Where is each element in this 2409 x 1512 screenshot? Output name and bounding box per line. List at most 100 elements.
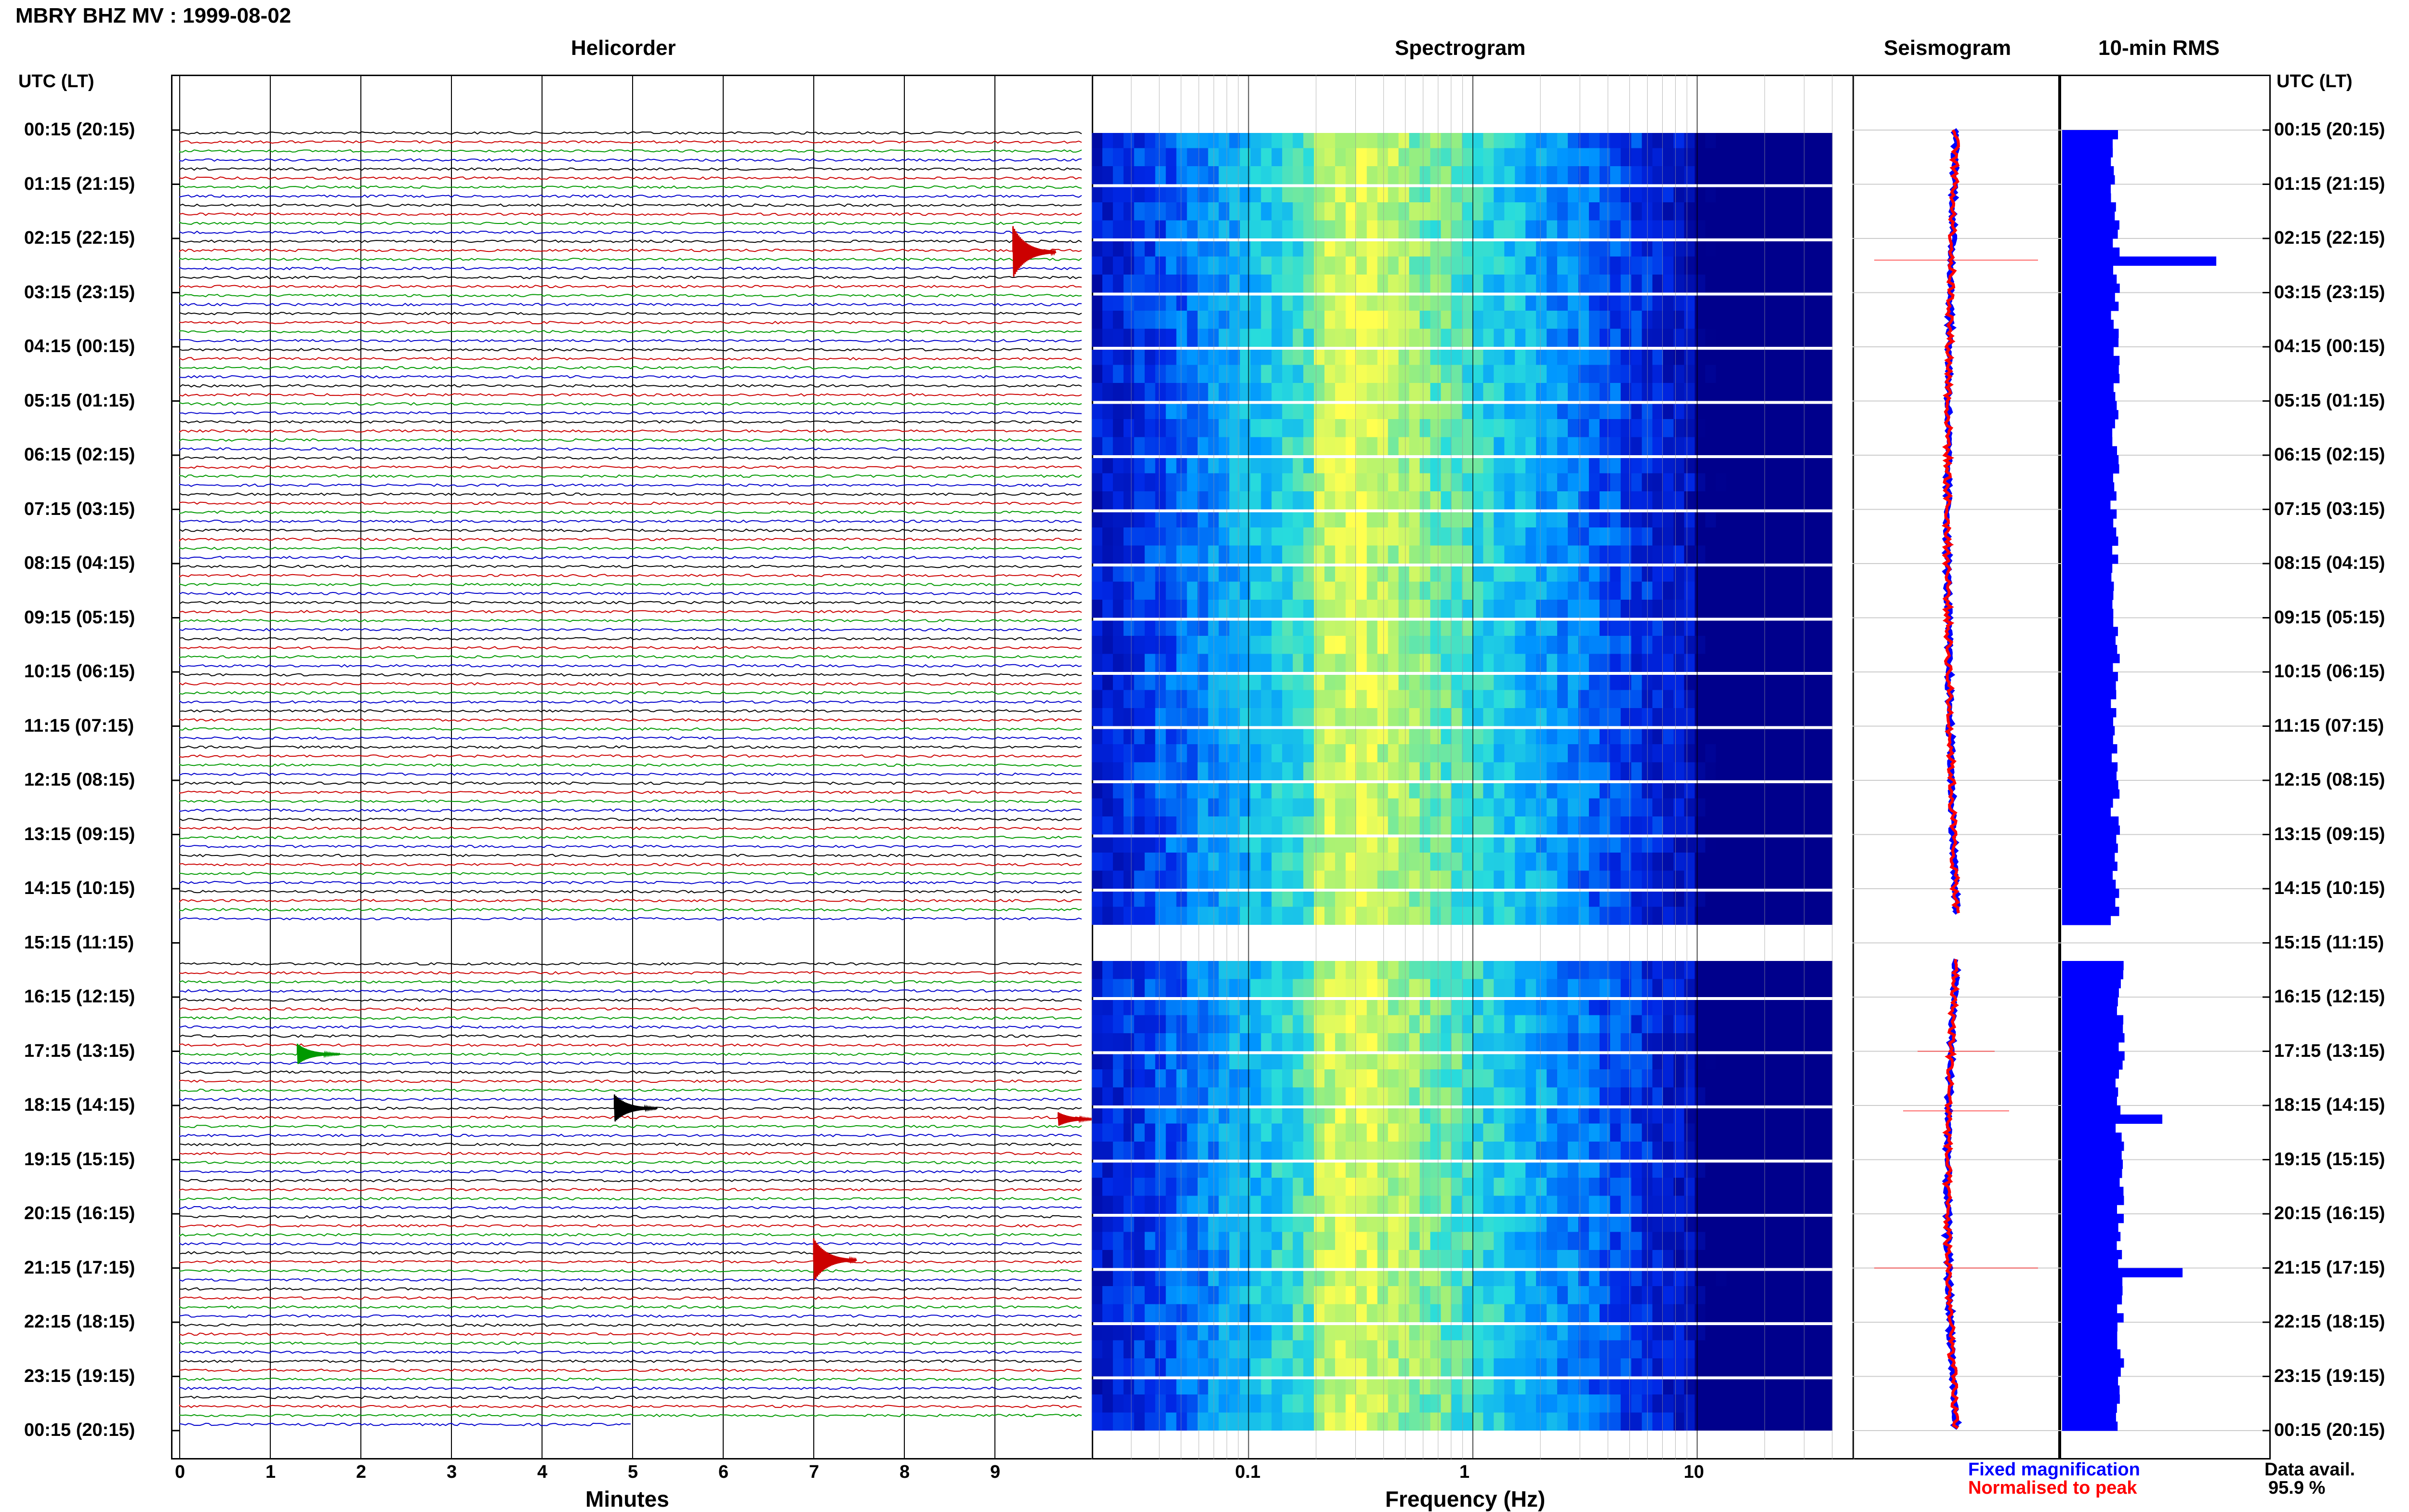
spectrogram-cell <box>1229 1162 1240 1178</box>
spectrogram-cell <box>1483 837 1494 853</box>
spectrogram-cell <box>1821 458 1833 473</box>
helicorder-trace <box>179 781 1082 785</box>
spectrogram-cell <box>1261 329 1272 347</box>
spectrogram-cell <box>1610 892 1621 907</box>
spectrogram-cell <box>1610 437 1621 455</box>
spectrogram-cell <box>1102 762 1113 780</box>
spectrogram-cell <box>1218 1069 1230 1088</box>
spectrogram-cell <box>1144 816 1156 835</box>
spectrogram-cell <box>1811 1142 1822 1160</box>
spectrogram-cell <box>1134 404 1145 419</box>
spectrogram-cell <box>1811 187 1822 202</box>
helicorder-trace <box>179 745 1082 749</box>
spectrogram-cell <box>1620 762 1632 780</box>
spectrogram-cell <box>1779 729 1790 744</box>
spectrogram-cell <box>1631 1087 1642 1105</box>
spectrogram-cell <box>1462 1304 1473 1322</box>
spectrogram-cell <box>1250 512 1261 527</box>
spectrogram-cell <box>1250 690 1261 708</box>
spectrogram-cell <box>1356 654 1367 672</box>
spectrogram-cell <box>1451 853 1463 871</box>
spectrogram-cell <box>1588 527 1600 546</box>
spectrogram-cell <box>1599 458 1611 473</box>
spectrogram-cell <box>1557 202 1568 221</box>
spectrogram-cell <box>1705 350 1716 365</box>
spectrogram-cell <box>1599 350 1611 365</box>
spectrogram-cell <box>1165 1142 1177 1160</box>
spectrogram-cell <box>1673 1232 1685 1250</box>
spectrogram-cell <box>1134 762 1145 780</box>
spectrogram-cell <box>1208 458 1219 473</box>
spectrogram-cell <box>1726 1033 1737 1052</box>
spectrogram-cell <box>1790 512 1801 527</box>
spectrogram-cell <box>1631 1304 1642 1322</box>
spectrogram-cell <box>1747 1108 1759 1124</box>
spectrogram-cell <box>1303 220 1314 238</box>
spectrogram-cell <box>1441 744 1452 763</box>
spectrogram-cell <box>1250 708 1261 726</box>
spectrogram-cell <box>1229 1286 1240 1304</box>
spectrogram-cell <box>1747 220 1759 238</box>
spectrogram-cell <box>1282 166 1293 184</box>
spectrogram-cell <box>1271 241 1283 257</box>
spectrogram-cell <box>1663 1033 1674 1052</box>
spectrogram-cell <box>1620 654 1632 672</box>
spectrogram-cell <box>1758 311 1769 329</box>
spectrogram-cell <box>1652 527 1664 546</box>
spectrogram-cell <box>1652 365 1664 383</box>
spectrogram-cell <box>1240 1379 1251 1394</box>
spectrogram-cell <box>1557 907 1568 925</box>
spectrogram-cell <box>1324 350 1336 365</box>
spectrogram-cell <box>1409 1286 1420 1304</box>
spectrogram-cell <box>1377 1271 1389 1286</box>
helicorder-trace <box>179 917 1082 921</box>
spectrogram-cell <box>1769 1271 1780 1286</box>
spectrogram-cell <box>1494 1015 1505 1033</box>
spectrogram-cell <box>1673 1340 1685 1358</box>
spectrogram-cell <box>1366 1123 1378 1142</box>
spectrogram-cell <box>1462 1054 1473 1069</box>
spectrogram-cell <box>1737 744 1748 763</box>
spectrogram-cell <box>1694 1217 1706 1232</box>
spectrogram-cell <box>1303 1015 1314 1033</box>
spectrogram-cell <box>1165 783 1177 799</box>
spectrogram-cell <box>1345 527 1357 546</box>
spectrogram-cell <box>1494 816 1505 835</box>
spectrogram-cell <box>1229 1325 1240 1341</box>
spectrogram-cell <box>1547 473 1558 491</box>
spectrogram-cell <box>1271 1069 1283 1088</box>
spectrogram-cell <box>1335 491 1346 510</box>
spectrogram-cell <box>1324 437 1336 455</box>
spectrogram-cell <box>1314 729 1325 744</box>
spectrogram-cell <box>1694 581 1706 600</box>
spectrogram-cell <box>1419 241 1431 257</box>
spectrogram-cell <box>1187 1033 1198 1052</box>
spectrogram-cell <box>1441 1304 1452 1322</box>
spectrogram-cell <box>1187 419 1198 437</box>
spectrogram-cell <box>1155 762 1166 780</box>
spectrogram-cell <box>1197 870 1209 889</box>
spectrogram-cell <box>1599 545 1611 564</box>
spectrogram-cell <box>1218 256 1230 275</box>
spectrogram-cell <box>1557 654 1568 672</box>
spectrogram-cell <box>1737 708 1748 726</box>
spectrogram-cell <box>1588 1015 1600 1033</box>
spectrogram-cell <box>1092 1087 1103 1105</box>
spectrogram-cell <box>1398 512 1410 527</box>
spectrogram-cell <box>1620 295 1632 311</box>
spectrogram-cell <box>1515 762 1526 780</box>
spectrogram-cell <box>1419 566 1431 582</box>
spectrogram-cell <box>1663 729 1674 744</box>
spectrogram-cell <box>1578 133 1589 148</box>
spectrogram-cell <box>1673 654 1685 672</box>
spectrogram-cell <box>1821 1286 1833 1304</box>
spectrogram-cell <box>1092 1358 1103 1377</box>
spectrogram-cell <box>1356 690 1367 708</box>
spectrogram-cell <box>1494 675 1505 690</box>
spectrogram-cell <box>1293 404 1304 419</box>
spectrogram-cell <box>1790 654 1801 672</box>
spectrogram-cell <box>1779 1054 1790 1069</box>
spectrogram-cell <box>1240 220 1251 238</box>
spectrogram-cell <box>1811 708 1822 726</box>
spectrogram-cell <box>1620 148 1632 166</box>
